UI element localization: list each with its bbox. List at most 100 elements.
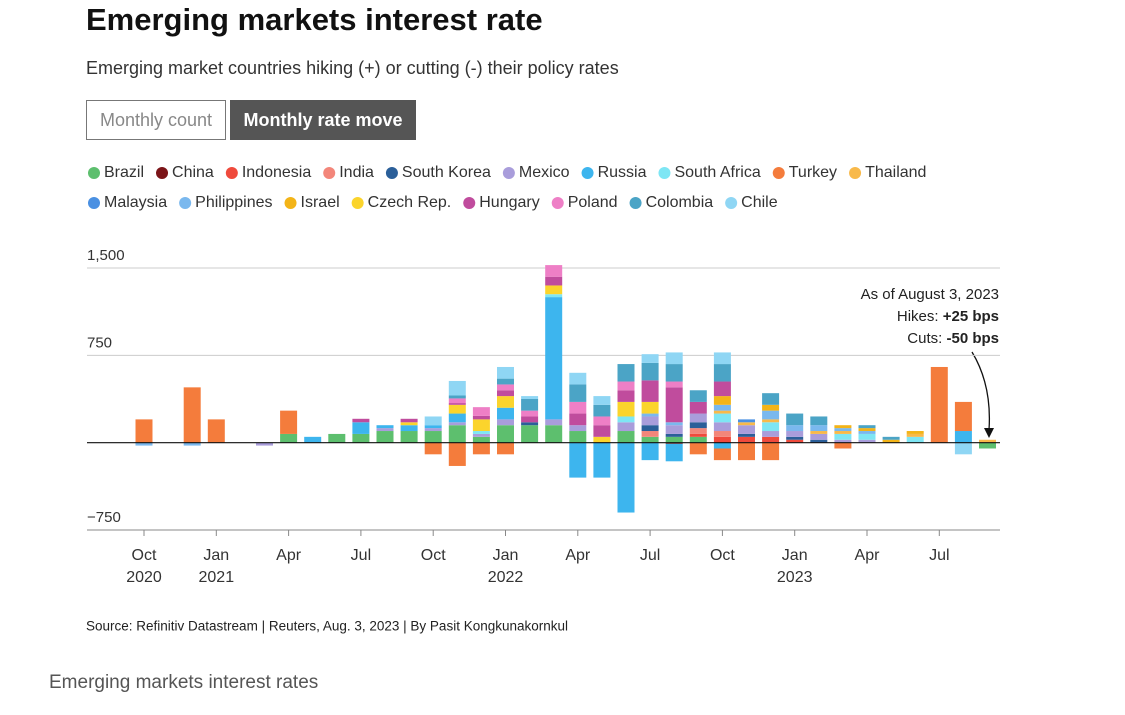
bar-segment bbox=[906, 433, 924, 437]
bar-segment bbox=[424, 416, 442, 426]
legend-swatch bbox=[581, 167, 594, 179]
x-tick-label: Apr bbox=[565, 547, 591, 564]
source: Source: Refinitiv Datastream | Reuters, … bbox=[86, 619, 568, 634]
bar-segment bbox=[424, 425, 442, 429]
bar-segment bbox=[569, 413, 587, 426]
legend-label: Philippines bbox=[195, 194, 272, 211]
button[interactable]: Monthly count bbox=[100, 110, 212, 130]
legend-swatch bbox=[629, 197, 642, 209]
bar-segment bbox=[641, 354, 659, 363]
legend-label: Hungary bbox=[479, 194, 539, 211]
bar-segment bbox=[810, 416, 828, 426]
bar-segment bbox=[713, 410, 731, 414]
bar-segment bbox=[304, 436, 322, 443]
bar-segment bbox=[930, 366, 948, 443]
bar-segment bbox=[689, 433, 707, 437]
bar-segment bbox=[400, 425, 418, 432]
bar-segment bbox=[448, 422, 466, 426]
legend-label: Chile bbox=[741, 194, 778, 211]
bar-segment bbox=[617, 401, 635, 417]
bar-segment bbox=[665, 364, 683, 382]
button-frame[interactable] bbox=[86, 100, 226, 140]
bar-segment bbox=[207, 419, 225, 443]
legend-label: Malaysia bbox=[104, 194, 167, 211]
bar-segment bbox=[545, 419, 563, 426]
bar-segment bbox=[593, 416, 611, 426]
x-tick-label-line: Jul bbox=[929, 547, 949, 564]
bar-segment bbox=[472, 407, 490, 416]
bar-segment bbox=[713, 422, 731, 432]
bar-segment bbox=[617, 422, 635, 432]
bar-segment bbox=[521, 399, 539, 411]
bar-segment bbox=[497, 378, 514, 385]
bar-segment bbox=[834, 433, 852, 440]
bar-segment bbox=[954, 401, 972, 432]
bar-segment bbox=[497, 419, 514, 426]
bar-segment bbox=[545, 265, 563, 277]
bar-segment bbox=[472, 442, 490, 455]
x-tick-label: Oct bbox=[421, 547, 446, 564]
bar-segment bbox=[472, 419, 490, 432]
x-tick-label-line: Oct bbox=[710, 547, 735, 564]
legend-label: Israel bbox=[301, 194, 340, 211]
bar-segment bbox=[617, 381, 635, 391]
bar-segment bbox=[400, 422, 418, 426]
bar-segment bbox=[472, 415, 490, 420]
legend-swatch bbox=[385, 167, 398, 179]
legend-swatch bbox=[725, 197, 738, 209]
bar-segment bbox=[954, 431, 972, 443]
x-tick-label: Jul bbox=[929, 547, 949, 564]
bar-segment bbox=[689, 413, 707, 423]
bar-segment bbox=[689, 401, 707, 414]
bar-segment bbox=[858, 431, 876, 434]
legend-swatch bbox=[502, 167, 515, 179]
bar-segment bbox=[906, 431, 924, 434]
bar-segment bbox=[906, 436, 924, 443]
bar-segment bbox=[545, 294, 563, 298]
button-frame[interactable] bbox=[230, 100, 416, 140]
bar-segment bbox=[738, 436, 755, 443]
legend-swatch bbox=[284, 197, 297, 209]
bar-segment bbox=[665, 387, 683, 423]
bar-segment bbox=[713, 442, 731, 449]
legend-swatch bbox=[88, 197, 100, 209]
legend-swatch bbox=[179, 197, 192, 209]
bar-segment bbox=[424, 442, 442, 455]
bar-segment bbox=[713, 352, 731, 365]
legend-swatch bbox=[551, 197, 564, 209]
arrow-head bbox=[984, 428, 994, 438]
bar-segment bbox=[762, 404, 780, 411]
x-tick-label: Apr bbox=[855, 547, 881, 564]
bar-segment bbox=[786, 431, 804, 437]
bar-segment bbox=[665, 436, 683, 443]
bar-segment bbox=[497, 390, 514, 397]
bar-segment bbox=[762, 393, 780, 405]
bar-segment bbox=[352, 422, 370, 434]
bar-segment bbox=[448, 425, 466, 443]
x-tick-label-line: Oct bbox=[421, 547, 446, 564]
x-tick-label-line: Jan bbox=[782, 547, 808, 564]
bar-segment bbox=[979, 439, 996, 443]
button[interactable]: Monthly rate move bbox=[243, 110, 402, 130]
bar-segment bbox=[569, 442, 587, 478]
x-tick-label-line: Jul bbox=[640, 547, 660, 564]
bar-segment bbox=[472, 431, 490, 434]
bar-segment bbox=[376, 425, 394, 429]
bar-segment bbox=[834, 428, 852, 432]
legend-label: Brazil bbox=[104, 164, 144, 181]
bar-segment bbox=[183, 442, 201, 446]
bar-segment bbox=[617, 431, 635, 443]
bar-segment bbox=[665, 352, 683, 365]
caption: Emerging markets interest rates bbox=[49, 672, 318, 693]
bar-segment bbox=[713, 448, 731, 461]
bar-segment bbox=[545, 297, 563, 420]
annotation-label: Cuts: bbox=[907, 330, 942, 347]
bar-segment bbox=[786, 439, 804, 443]
bar-segment bbox=[641, 413, 659, 417]
bar-segment bbox=[834, 431, 852, 434]
annotation: Cuts: -50 bps bbox=[907, 330, 999, 347]
bar-segment bbox=[713, 413, 731, 423]
bar-segment bbox=[713, 436, 731, 443]
bar-segment bbox=[569, 431, 587, 443]
